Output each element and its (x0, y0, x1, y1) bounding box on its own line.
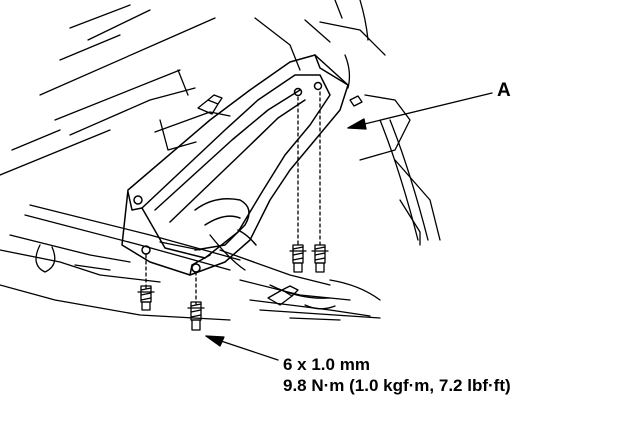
existing-bolt-top (197, 94, 223, 115)
callout-arrow-fastener (205, 335, 279, 361)
bolt-right-a (289, 96, 307, 273)
fastener-torque-label: 9.8 N·m (1.0 kgf·m, 7.2 lbf·ft) (283, 376, 511, 395)
bolt-left-lower (187, 271, 205, 331)
callout-arrow-a (347, 92, 493, 130)
existing-bolt-right (349, 95, 363, 107)
bolt-left-upper (137, 254, 155, 311)
callout-label-a: A (497, 80, 511, 101)
bracket-part-a (121, 54, 349, 276)
existing-bolt-center (267, 285, 299, 306)
fastener-size-label: 6 x 1.0 mm (283, 355, 370, 374)
bolt-right-b (311, 91, 329, 273)
chassis-background-lines (0, 0, 441, 321)
